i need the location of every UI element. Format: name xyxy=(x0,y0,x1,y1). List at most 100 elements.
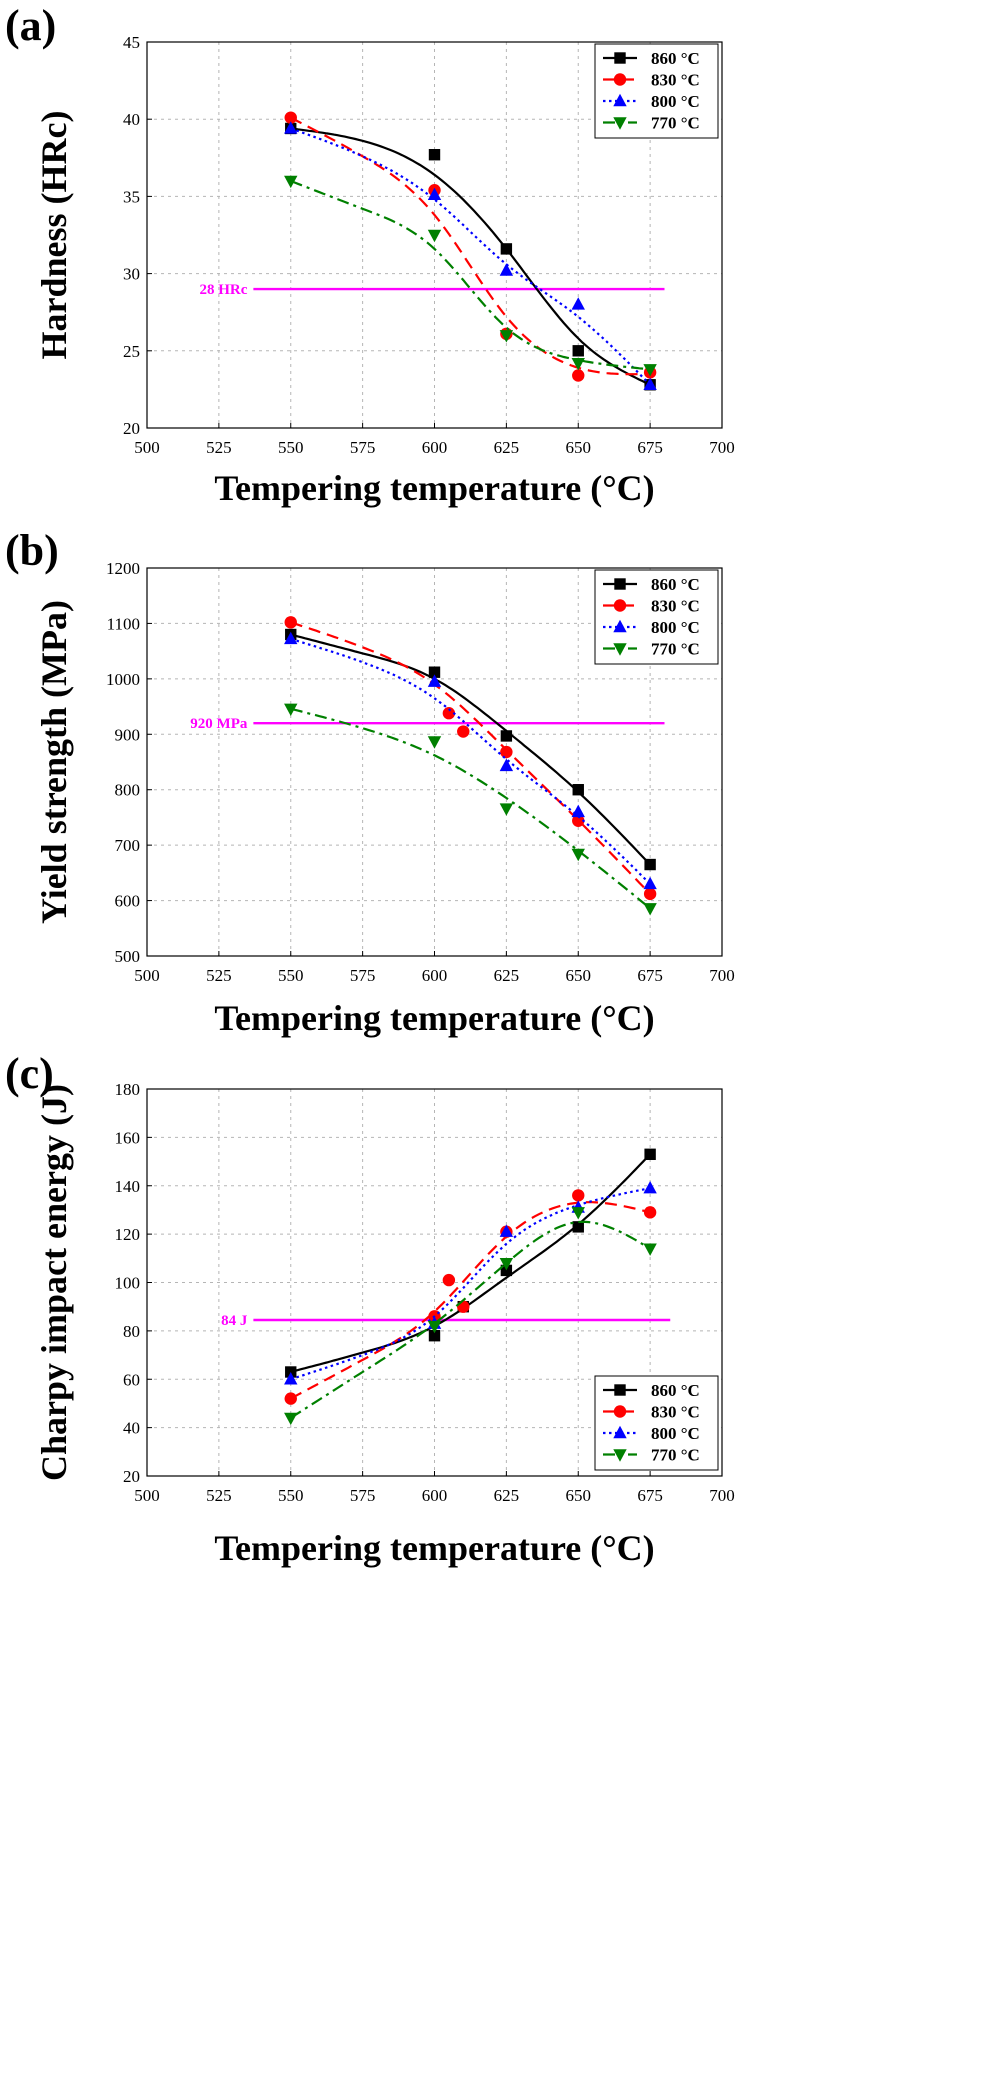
x-tick-label: 700 xyxy=(709,966,735,985)
legend-label: 830 °C xyxy=(651,597,700,616)
legend: 860 °C 830 °C 800 °C 770 °C xyxy=(594,43,719,139)
y-tick-label: 180 xyxy=(115,1080,141,1099)
y-tick-label: 25 xyxy=(123,342,140,361)
series-line xyxy=(290,621,651,895)
legend-label: 770 °C xyxy=(651,114,700,133)
x-tick-label: 600 xyxy=(422,966,448,985)
data-point xyxy=(499,1257,514,1271)
x-tick-label: 625 xyxy=(494,1486,520,1505)
legend-marker xyxy=(613,93,627,107)
data-point xyxy=(457,1300,470,1313)
x-tick-label: 675 xyxy=(637,438,663,457)
x-tick-label: 575 xyxy=(350,1486,376,1505)
data-point xyxy=(499,1224,514,1237)
data-point xyxy=(284,703,298,716)
data-point xyxy=(572,369,585,382)
data-point xyxy=(427,1320,442,1334)
legend-marker xyxy=(613,1449,627,1462)
y-tick-label: 30 xyxy=(123,265,140,284)
x-tick-label: 700 xyxy=(709,438,735,457)
series-line xyxy=(290,127,651,386)
data-point xyxy=(442,707,456,720)
y-tick-label: 600 xyxy=(115,892,141,911)
data-point xyxy=(643,1206,657,1219)
data-point xyxy=(284,1372,298,1385)
chart-panel-1: (b) 500 525 550 575 600 625 650 675 700 500 600 700 8… xyxy=(5,526,735,1038)
series-line xyxy=(290,637,651,885)
x-tick-label: 600 xyxy=(422,1486,448,1505)
data-point xyxy=(457,725,470,738)
data-point xyxy=(572,1221,584,1233)
y-tick-label: 35 xyxy=(123,187,140,206)
data-point xyxy=(500,730,513,742)
data-point xyxy=(427,229,442,243)
data-point xyxy=(500,243,513,255)
data-point xyxy=(284,1392,297,1405)
series-0 xyxy=(285,628,656,871)
data-point xyxy=(428,666,441,678)
x-tick-label: 700 xyxy=(709,1486,735,1505)
data-point xyxy=(428,149,441,161)
y-tick-label: 500 xyxy=(115,947,141,966)
legend-marker xyxy=(613,73,627,86)
legend: 860 °C 830 °C 800 °C 770 °C xyxy=(594,569,719,665)
y-tick-label: 900 xyxy=(115,725,141,744)
legend-label: 860 °C xyxy=(651,49,700,68)
data-point xyxy=(643,887,657,901)
x-tick-label: 550 xyxy=(278,438,304,457)
series-line xyxy=(290,633,651,866)
y-axis-title: Charpy impact energy (J) xyxy=(34,1084,74,1481)
data-point xyxy=(284,175,298,189)
legend-label: 830 °C xyxy=(651,71,700,90)
y-tick-label: 20 xyxy=(123,1467,140,1486)
series-line xyxy=(290,1220,651,1419)
data-point xyxy=(644,1148,656,1161)
series-3 xyxy=(284,1207,657,1426)
data-point xyxy=(643,377,657,390)
x-tick-label: 650 xyxy=(566,966,592,985)
y-tick-label: 20 xyxy=(123,419,140,438)
data-point xyxy=(284,121,298,134)
legend: 860 °C 830 °C 800 °C 770 °C xyxy=(594,1375,719,1471)
data-point xyxy=(284,616,297,629)
data-point xyxy=(643,364,657,377)
legend-marker xyxy=(613,1425,627,1439)
reference-line-label: 28 HRc xyxy=(199,282,247,298)
data-point xyxy=(572,784,584,796)
data-point xyxy=(427,674,442,687)
legend-label: 770 °C xyxy=(651,640,700,659)
x-tick-label: 500 xyxy=(134,438,160,457)
series-3 xyxy=(284,703,657,916)
chart-panel-0: (a) 500 525 550 575 600 625 650 675 700 20 25 30 35 40… xyxy=(5,1,735,508)
x-tick-label: 625 xyxy=(494,438,520,457)
y-tick-label: 45 xyxy=(123,33,140,52)
y-tick-label: 1000 xyxy=(106,670,140,689)
x-axis-title: Tempering temperature (°C) xyxy=(214,468,654,508)
legend-label: 770 °C xyxy=(651,1446,700,1465)
data-point xyxy=(643,903,657,916)
legend-label: 860 °C xyxy=(651,1381,700,1400)
panel-label: (a) xyxy=(5,1,56,50)
data-point xyxy=(572,345,584,357)
series-2 xyxy=(284,631,657,890)
data-point xyxy=(499,330,514,343)
data-point xyxy=(442,1273,456,1287)
series-line xyxy=(290,1153,651,1374)
data-point xyxy=(571,297,585,310)
series-2 xyxy=(284,121,657,390)
series-1 xyxy=(284,616,657,901)
y-tick-label: 140 xyxy=(115,1177,141,1196)
x-axis-title: Tempering temperature (°C) xyxy=(214,1528,654,1568)
legend-marker xyxy=(614,52,626,64)
x-tick-label: 525 xyxy=(206,966,232,985)
x-tick-label: 650 xyxy=(566,438,592,457)
y-tick-label: 60 xyxy=(123,1370,140,1389)
x-tick-label: 525 xyxy=(206,438,232,457)
x-tick-label: 675 xyxy=(637,1486,663,1505)
y-tick-label: 1200 xyxy=(106,559,140,578)
y-tick-label: 40 xyxy=(123,1419,140,1438)
data-point xyxy=(499,758,514,772)
data-point xyxy=(500,745,513,759)
x-tick-label: 575 xyxy=(350,966,376,985)
